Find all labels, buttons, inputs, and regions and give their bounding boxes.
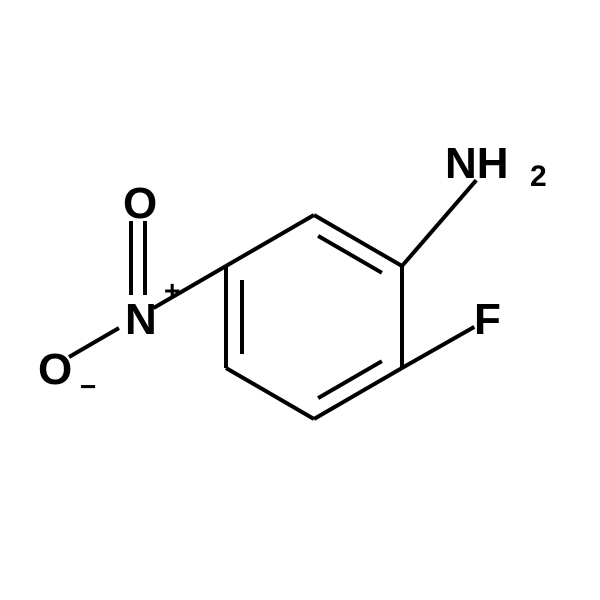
atom-sub-N_amine: 2 bbox=[530, 160, 547, 193]
atom-charge-O2: − bbox=[80, 371, 96, 402]
atom-label-N_nitro: N bbox=[125, 295, 157, 344]
inner-bond-7 bbox=[318, 361, 382, 398]
bond-10 bbox=[402, 327, 474, 368]
bond-4 bbox=[226, 368, 314, 419]
chemical-structure-diagram: NH2FN+OO− bbox=[0, 0, 600, 600]
atom-label-N_amine: NH bbox=[445, 139, 509, 188]
atom-charge-N_nitro: + bbox=[164, 275, 180, 306]
bond-0 bbox=[226, 215, 314, 266]
bond-9 bbox=[402, 180, 476, 266]
atom-label-F: F bbox=[474, 295, 501, 344]
bond-13 bbox=[69, 328, 119, 357]
atom-label-O2: O bbox=[38, 345, 72, 394]
inner-bond-6 bbox=[318, 236, 382, 273]
atom-label-O1: O bbox=[123, 179, 157, 228]
